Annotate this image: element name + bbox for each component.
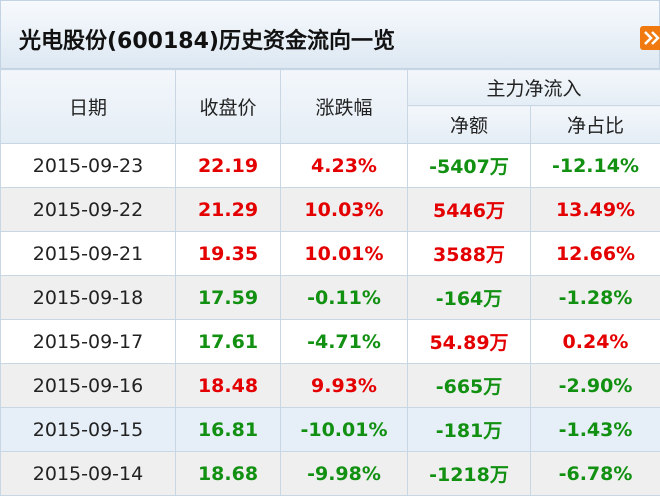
row: 2015-09-18 17.59 -0.11% -164万 -1.28% bbox=[0, 275, 660, 320]
value-cell: 5446万 bbox=[407, 187, 531, 232]
value-cell: -665万 bbox=[407, 363, 531, 408]
more-icon[interactable] bbox=[640, 26, 660, 50]
value-cell: 12.66% bbox=[529, 231, 660, 276]
row: 2015-09-16 18.48 9.93% -665万 -2.90% bbox=[0, 363, 660, 408]
date-cell: 2015-09-23 bbox=[0, 143, 176, 188]
value-cell: -1218万 bbox=[407, 451, 531, 496]
header-cell: 日期 bbox=[0, 69, 176, 144]
date-cell: 2015-09-21 bbox=[0, 231, 176, 276]
value-cell: 54.89万 bbox=[407, 319, 531, 364]
value-cell: 18.68 bbox=[175, 451, 281, 496]
value-cell: 22.19 bbox=[175, 143, 281, 188]
value-cell: -12.14% bbox=[529, 143, 660, 188]
value-cell: -0.11% bbox=[280, 275, 408, 320]
value-cell: 9.93% bbox=[280, 363, 408, 408]
date-cell: 2015-09-16 bbox=[0, 363, 176, 408]
subheader-cell: 净占比 bbox=[529, 105, 660, 144]
value-cell: -5407万 bbox=[407, 143, 531, 188]
row: 2015-09-17 17.61 -4.71% 54.89万 0.24% bbox=[0, 319, 660, 364]
value-cell: 10.01% bbox=[280, 231, 408, 276]
header-cell: 涨跌幅 bbox=[280, 69, 408, 144]
value-cell: 0.24% bbox=[529, 319, 660, 364]
row: 2015-09-23 22.19 4.23% -5407万 -12.14% bbox=[0, 143, 660, 188]
row: 2015-09-22 21.29 10.03% 5446万 13.49% bbox=[0, 187, 660, 232]
value-cell: 4.23% bbox=[280, 143, 408, 188]
value-cell: 10.03% bbox=[280, 187, 408, 232]
row: 2015-09-21 19.35 10.01% 3588万 12.66% bbox=[0, 231, 660, 276]
date-cell: 2015-09-18 bbox=[0, 275, 176, 320]
row: 2015-09-14 18.68 -9.98% -1218万 -6.78% bbox=[0, 451, 660, 496]
value-cell: -2.90% bbox=[529, 363, 660, 408]
value-cell: 16.81 bbox=[175, 407, 281, 452]
value-cell: 3588万 bbox=[407, 231, 531, 276]
value-cell: -9.98% bbox=[280, 451, 408, 496]
date-cell: 2015-09-17 bbox=[0, 319, 176, 364]
value-cell: 13.49% bbox=[529, 187, 660, 232]
value-cell: -1.28% bbox=[529, 275, 660, 320]
value-cell: -164万 bbox=[407, 275, 531, 320]
date-cell: 2015-09-14 bbox=[0, 451, 176, 496]
row: 2015-09-15 16.81 -10.01% -181万 -1.43% bbox=[0, 407, 660, 452]
flow-table: 日期 收盘价 涨跌幅 主力净流入 净额 净占比 2015-09-23 22.19 4… bbox=[0, 69, 660, 496]
value-cell: -4.71% bbox=[280, 319, 408, 364]
date-cell: 2015-09-22 bbox=[0, 187, 176, 232]
header-cell: 主力净流入 bbox=[406, 69, 660, 106]
value-cell: 17.61 bbox=[175, 319, 281, 364]
value-cell: -6.78% bbox=[529, 451, 660, 496]
title: 光电股份(600184)历史资金流向一览 bbox=[19, 29, 395, 54]
value-cell: 18.48 bbox=[175, 363, 281, 408]
value-cell: -10.01% bbox=[280, 407, 408, 452]
value-cell: -181万 bbox=[407, 407, 531, 452]
subheader-cell: 净额 bbox=[407, 105, 531, 144]
date-cell: 2015-09-15 bbox=[0, 407, 176, 452]
value-cell: 21.29 bbox=[175, 187, 281, 232]
title-bar: 光电股份(600184)历史资金流向一览 bbox=[0, 0, 660, 69]
value-cell: 19.35 bbox=[175, 231, 281, 276]
value-cell: 17.59 bbox=[175, 275, 281, 320]
header-cell: 收盘价 bbox=[175, 69, 281, 144]
value-cell: -1.43% bbox=[529, 407, 660, 452]
